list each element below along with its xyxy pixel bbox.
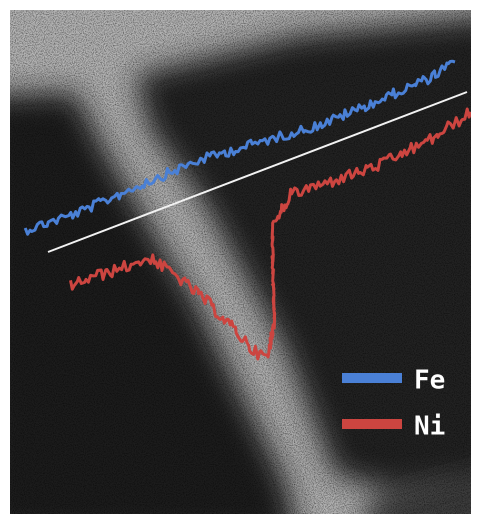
- noise: [10, 10, 471, 514]
- image: Fe Ni: [0, 10, 481, 524]
- page: {"legend": [{"label": "Fe", "color": "#4…: [0, 0, 481, 524]
- micrograph: Fe Ni: [0, 0, 481, 524]
- legend-label: Fe: [414, 366, 445, 396]
- legend-label: Ni: [414, 412, 445, 442]
- legend-swatch: [342, 419, 402, 429]
- legend-swatch: [342, 373, 402, 383]
